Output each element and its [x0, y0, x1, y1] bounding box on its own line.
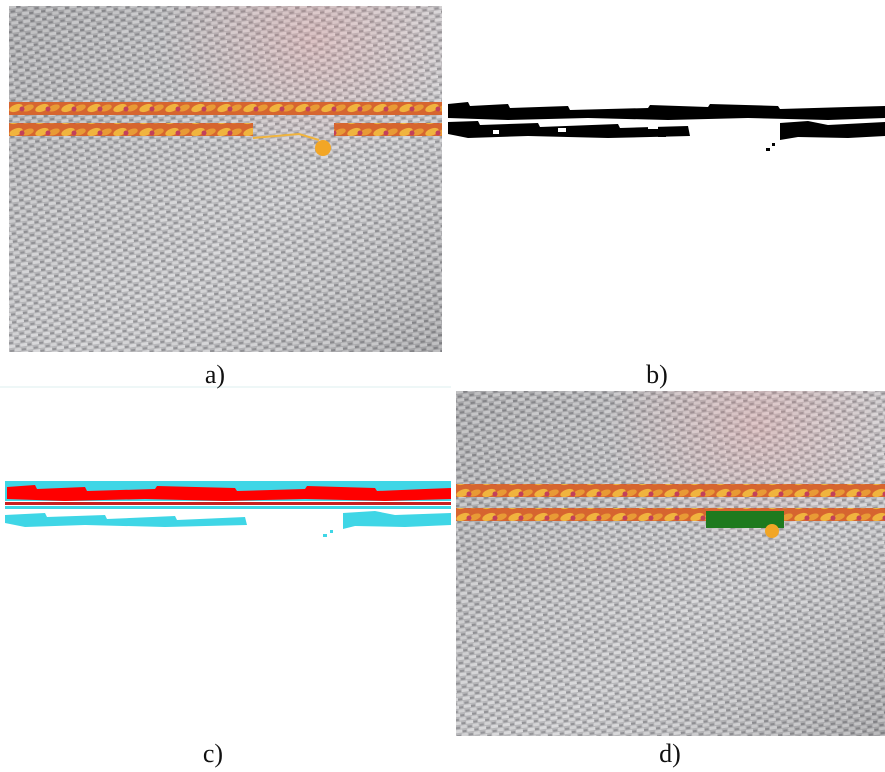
caption-c: c)	[202, 739, 224, 768]
caption-d: d)	[659, 739, 681, 768]
panel-c-color-detection	[5, 479, 451, 541]
panel-b-binary-mask	[448, 96, 885, 158]
caption-b: b)	[646, 360, 668, 389]
panel-d-detected-gap	[456, 391, 885, 736]
separator-line	[0, 386, 451, 388]
caption-a: a)	[204, 360, 226, 389]
panel-a-fabric-photo	[9, 6, 442, 352]
